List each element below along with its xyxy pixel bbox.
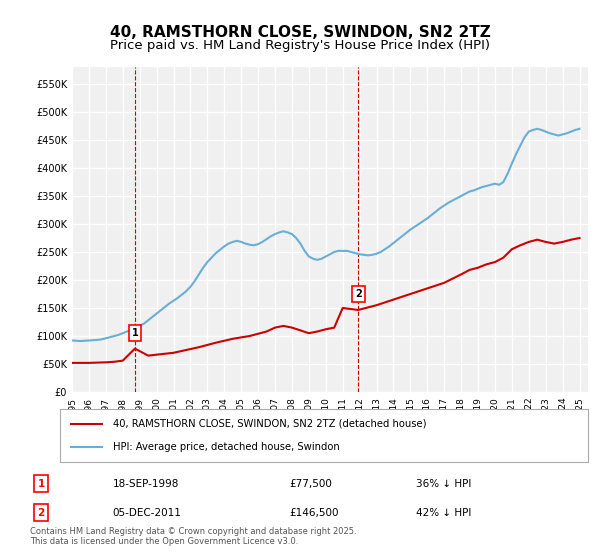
- Text: 2: 2: [355, 290, 362, 299]
- Text: £146,500: £146,500: [289, 508, 339, 517]
- Text: 05-DEC-2011: 05-DEC-2011: [113, 508, 182, 517]
- Text: 1: 1: [37, 479, 44, 489]
- Text: HPI: Average price, detached house, Swindon: HPI: Average price, detached house, Swin…: [113, 442, 340, 452]
- Text: £77,500: £77,500: [289, 479, 332, 489]
- Text: 40, RAMSTHORN CLOSE, SWINDON, SN2 2TZ (detached house): 40, RAMSTHORN CLOSE, SWINDON, SN2 2TZ (d…: [113, 419, 426, 429]
- Text: 42% ↓ HPI: 42% ↓ HPI: [416, 508, 472, 517]
- Text: 40, RAMSTHORN CLOSE, SWINDON, SN2 2TZ: 40, RAMSTHORN CLOSE, SWINDON, SN2 2TZ: [110, 25, 490, 40]
- Text: Contains HM Land Registry data © Crown copyright and database right 2025.
This d: Contains HM Land Registry data © Crown c…: [30, 526, 356, 546]
- Text: 36% ↓ HPI: 36% ↓ HPI: [416, 479, 472, 489]
- Text: Price paid vs. HM Land Registry's House Price Index (HPI): Price paid vs. HM Land Registry's House …: [110, 39, 490, 52]
- Text: 1: 1: [131, 328, 139, 338]
- Text: 18-SEP-1998: 18-SEP-1998: [113, 479, 179, 489]
- Text: 2: 2: [37, 508, 44, 517]
